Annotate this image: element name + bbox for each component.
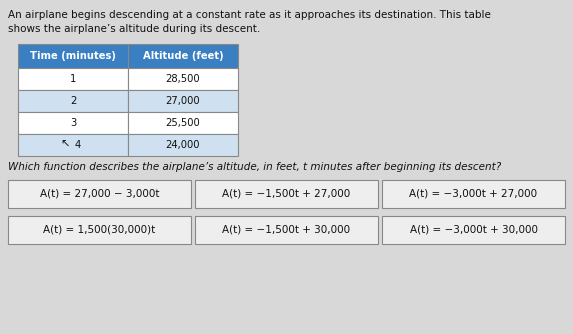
Bar	[8, 216, 191, 244]
Bar	[128, 134, 238, 156]
Text: 1: 1	[70, 74, 76, 84]
Text: ↖: ↖	[60, 140, 70, 150]
Bar	[18, 44, 128, 68]
Bar	[382, 180, 565, 208]
Bar	[128, 44, 238, 68]
Bar	[382, 216, 565, 244]
Bar	[18, 68, 128, 90]
Text: Altitude (feet): Altitude (feet)	[143, 51, 223, 61]
Bar	[195, 216, 378, 244]
Bar	[8, 180, 191, 208]
Text: 24,000: 24,000	[166, 140, 200, 150]
Text: A(t) = −1,500t + 30,000: A(t) = −1,500t + 30,000	[222, 225, 351, 235]
Text: An airplane begins descending at a constant rate as it approaches its destinatio: An airplane begins descending at a const…	[8, 10, 491, 20]
Text: A(t) = 1,500(30,000)t: A(t) = 1,500(30,000)t	[44, 225, 156, 235]
Text: Which function describes the airplane’s altitude, in feet, t minutes after begin: Which function describes the airplane’s …	[8, 162, 501, 172]
Text: A(t) = −3,000t + 30,000: A(t) = −3,000t + 30,000	[410, 225, 537, 235]
Text: 25,500: 25,500	[166, 118, 201, 128]
Text: 3: 3	[70, 118, 76, 128]
Bar	[18, 90, 128, 112]
Text: A(t) = −3,000t + 27,000: A(t) = −3,000t + 27,000	[410, 189, 537, 199]
Bar	[18, 134, 128, 156]
Bar	[128, 90, 238, 112]
Text: shows the airplane’s altitude during its descent.: shows the airplane’s altitude during its…	[8, 24, 260, 34]
Text: 4: 4	[75, 140, 81, 150]
Text: Time (minutes): Time (minutes)	[30, 51, 116, 61]
Bar	[128, 68, 238, 90]
Text: 27,000: 27,000	[166, 96, 201, 106]
Bar	[195, 180, 378, 208]
Bar	[18, 112, 128, 134]
Text: A(t) = −1,500t + 27,000: A(t) = −1,500t + 27,000	[222, 189, 351, 199]
Text: 28,500: 28,500	[166, 74, 201, 84]
Text: 2: 2	[70, 96, 76, 106]
Text: A(t) = 27,000 − 3,000t: A(t) = 27,000 − 3,000t	[40, 189, 159, 199]
Bar	[128, 112, 238, 134]
